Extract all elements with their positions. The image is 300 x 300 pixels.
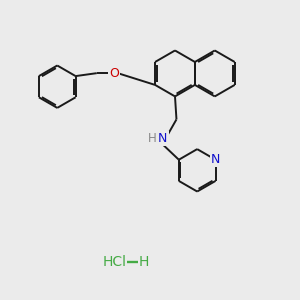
Text: H: H (148, 132, 156, 145)
Text: O: O (109, 67, 119, 80)
Text: N: N (158, 132, 167, 145)
Text: HCl: HCl (103, 255, 127, 269)
Text: N: N (211, 153, 220, 166)
Text: H: H (139, 255, 149, 269)
